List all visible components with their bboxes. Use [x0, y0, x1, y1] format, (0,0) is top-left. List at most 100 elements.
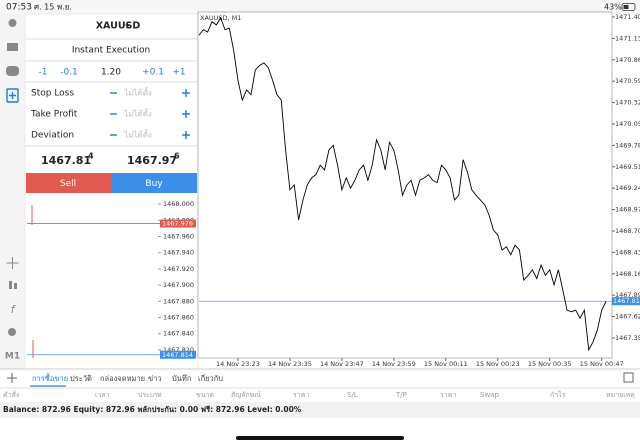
- symbol-dropdown: [125, 24, 130, 28]
- terminal: การซื้อขาย ประวัติ กล่องจดหมาย ข่าว บันทึก เก…: [0, 373, 640, 414]
- current-price-tag: [612, 297, 640, 306]
- x-tick-label: 15 Nov 00:35: [528, 360, 572, 368]
- terminal-tab[interactable]: บันทึก: [172, 374, 191, 383]
- y-tick-label: 1471.400: [615, 13, 640, 21]
- x-tick-label: 15 Nov 00:23: [476, 360, 520, 368]
- crosshair-icon[interactable]: [6, 257, 19, 269]
- price-line: [198, 16, 607, 352]
- tick-axis-label: 1467.960: [163, 233, 194, 241]
- field-label: Stop Loss: [31, 89, 74, 99]
- sell-label[interactable]: Sell: [60, 179, 76, 189]
- balance-bar: [0, 402, 640, 418]
- column-header: T/P: [395, 391, 407, 399]
- status-time: 07:53: [6, 3, 32, 13]
- y-tick-label: 1470.050: [615, 120, 640, 128]
- ask-tag: [160, 219, 196, 228]
- x-tick-label: 14 Nov 23:59: [372, 360, 416, 368]
- y-tick-label: 1470.860: [615, 56, 640, 64]
- field-value[interactable]: ไม่ได้ตั้ง: [123, 87, 152, 98]
- tick-chart: 1468.0001467.9801467.9601467.9401467.920…: [27, 200, 196, 359]
- column-header: เวลา: [95, 391, 110, 399]
- chat-icon[interactable]: [6, 66, 19, 76]
- y-tick-label: 1468.160: [615, 270, 640, 278]
- y-tick-label: 1470.320: [615, 99, 640, 107]
- tick-axis-label: 1467.840: [163, 330, 194, 338]
- trade-icon[interactable]: [7, 43, 18, 51]
- objects-icon[interactable]: [8, 328, 16, 336]
- tick-axis-label: 1467.820: [163, 346, 194, 354]
- y-tick-label: 1467.350: [615, 334, 640, 342]
- tick-axis-label: 1467.920: [163, 265, 194, 273]
- tick-spike: [31, 205, 34, 358]
- volume-step[interactable]: -0.1: [60, 68, 78, 78]
- y-tick-label: 1469.510: [615, 163, 640, 171]
- terminal-tab[interactable]: กล่องจดหมาย: [100, 374, 145, 383]
- x-tick-label: 15 Nov 00:47: [580, 360, 624, 368]
- bid-tag: [160, 350, 196, 359]
- ask-price: 1467.97: [127, 154, 177, 167]
- current-price-label: 1467.814: [613, 297, 640, 305]
- indicator-icon[interactable]: f: [11, 303, 17, 316]
- layout-icon[interactable]: [623, 372, 634, 383]
- buy-label[interactable]: Buy: [145, 179, 163, 189]
- tick-axis-label: 1467.900: [163, 281, 194, 289]
- symbol[interactable]: XAUUSD: [96, 21, 141, 32]
- column-header: ขนาด: [196, 391, 214, 399]
- x-tick-label: 14 Nov 23:35: [268, 360, 312, 368]
- ask-last-digit: 6: [174, 152, 180, 161]
- tick-axis-label: 1467.940: [163, 249, 194, 257]
- plot-area: [197, 11, 613, 359]
- x-tick-label: 15 Nov 00:11: [424, 360, 468, 368]
- account-icon[interactable]: [8, 19, 17, 27]
- y-tick-label: 1468.700: [615, 227, 640, 235]
- status-date: ศ. 15 พ.ย.: [34, 3, 72, 12]
- tick-axis-label: 1468.000: [163, 200, 194, 208]
- terminal-tab[interactable]: ข่าว: [148, 374, 162, 383]
- column-header: ราคา: [440, 391, 456, 399]
- chart-type-icon-b: [14, 283, 17, 289]
- balance-line: Balance: 872.96 Equity: 872.96 พลักประกั…: [3, 405, 302, 414]
- field-value[interactable]: ไม่ได้ตั้ง: [123, 129, 152, 140]
- bid-price: 1467.81: [41, 154, 91, 167]
- column-header: Swap: [480, 391, 499, 399]
- plus-button[interactable]: [182, 110, 190, 118]
- y-tick-label: 1468.970: [615, 206, 640, 214]
- plus-button[interactable]: [182, 131, 190, 139]
- x-tick-label: 14 Nov 23:47: [320, 360, 364, 368]
- terminal-tab[interactable]: ประวัติ: [70, 374, 92, 383]
- y-tick-label: 1470.590: [615, 77, 640, 85]
- terminal-tab[interactable]: เกี่ยวกับ: [198, 373, 223, 383]
- timeframe[interactable]: M1: [5, 352, 20, 362]
- status-bar: [0, 0, 640, 14]
- execution-mode: Instant Execution: [72, 46, 150, 56]
- y-tick-label: 1469.780: [615, 141, 640, 149]
- battery-level: 43%: [604, 3, 622, 12]
- new-order-plus: [9, 92, 16, 99]
- field-value[interactable]: ไม่ได้ตั้ง: [123, 108, 152, 119]
- terminal-tab[interactable]: การซื้อขาย: [32, 373, 68, 383]
- volume-step[interactable]: -1: [39, 68, 48, 78]
- y-tick-label: 1467.620: [615, 313, 640, 321]
- x-tick-label: 14 Nov 23:23: [216, 360, 260, 368]
- chart-type-icon[interactable]: [9, 281, 12, 289]
- order-panel: XAUUSD Instant Execution 1.20 Stop Loss ไ…: [24, 13, 199, 370]
- column-header: กำไร: [550, 390, 566, 399]
- bid-last-digit: 4: [88, 152, 94, 161]
- order-fields: Stop Loss ไม่ได้ตั้ง Take Profit ไม่ได้ตั้ง…: [30, 87, 190, 141]
- battery-icon: [621, 3, 636, 11]
- bid-label: 1467.814: [162, 351, 193, 359]
- battery-fill: [623, 5, 629, 9]
- ask-label: 1467.976: [162, 220, 193, 228]
- column-header: ประเภท: [138, 391, 162, 399]
- volume-step[interactable]: +1: [172, 68, 185, 78]
- y-tick-label: 1467.890: [615, 291, 640, 299]
- plus-button[interactable]: [182, 89, 190, 97]
- volume-step[interactable]: +0.1: [142, 68, 164, 78]
- new-order-icon[interactable]: [6, 88, 19, 103]
- add-icon[interactable]: [7, 373, 17, 383]
- sell-button[interactable]: [26, 173, 111, 193]
- buy-button[interactable]: [111, 173, 197, 193]
- field-label: Deviation: [31, 131, 74, 141]
- column-header: สัญลักษณ์: [231, 391, 261, 399]
